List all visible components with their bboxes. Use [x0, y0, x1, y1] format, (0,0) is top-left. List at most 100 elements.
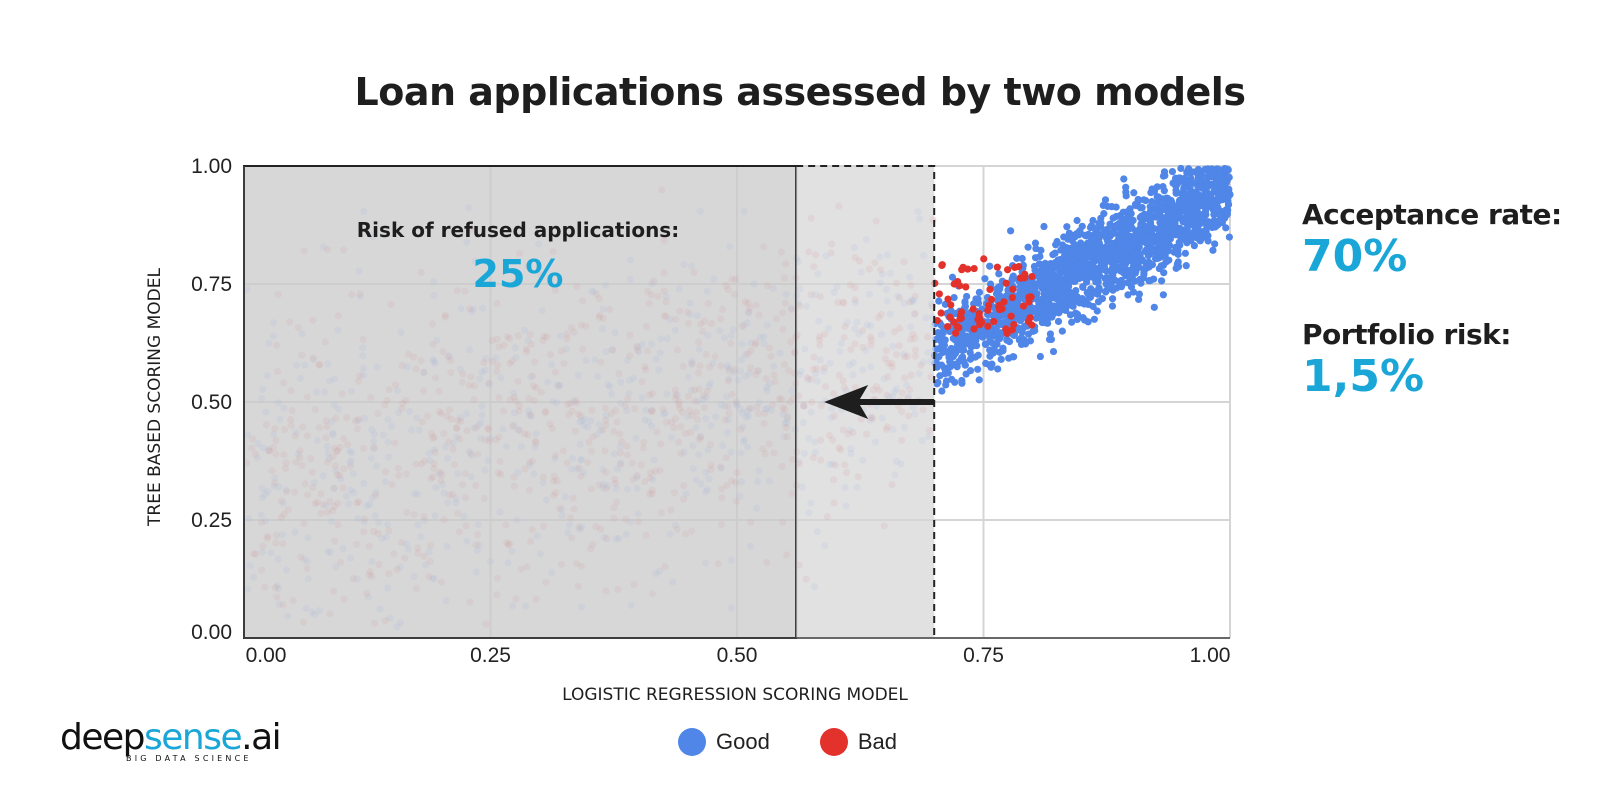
- point-good: [1205, 237, 1212, 244]
- point-good: [1046, 336, 1053, 343]
- point-good: [1118, 217, 1125, 224]
- y-tick-label: 0.00: [191, 621, 232, 644]
- point-good: [993, 290, 1000, 297]
- point-good: [1181, 174, 1188, 181]
- point-bad: [936, 290, 943, 297]
- point-good: [1059, 328, 1066, 335]
- point-good: [986, 336, 993, 343]
- point-good: [1145, 277, 1152, 284]
- point-good: [1164, 232, 1171, 239]
- point-good: [974, 295, 981, 302]
- point-good: [1079, 223, 1086, 230]
- point-good: [1084, 289, 1091, 296]
- point-good: [1018, 316, 1025, 323]
- point-good: [1195, 210, 1202, 217]
- point-good: [1032, 245, 1039, 252]
- point-good: [1072, 255, 1079, 262]
- point-good: [1139, 204, 1146, 211]
- point-good: [1057, 270, 1064, 277]
- point-good: [968, 333, 975, 340]
- point-good: [1037, 353, 1044, 360]
- point-good: [1049, 251, 1056, 258]
- point-bad: [970, 325, 977, 332]
- point-good: [1151, 304, 1158, 311]
- point-good: [962, 361, 969, 368]
- point-good: [1160, 291, 1167, 298]
- point-good: [1176, 213, 1183, 220]
- point-good: [1088, 251, 1095, 258]
- point-good: [1128, 224, 1135, 231]
- point-good: [1160, 269, 1167, 276]
- point-good: [1071, 275, 1078, 282]
- acceptance-rate-label: Acceptance rate:: [1302, 198, 1562, 231]
- point-good: [1109, 295, 1116, 302]
- point-good: [1073, 246, 1080, 253]
- point-good: [1013, 255, 1020, 262]
- point-good: [976, 289, 983, 296]
- point-good: [1050, 288, 1057, 295]
- point-good: [987, 364, 994, 371]
- point-good: [1136, 291, 1143, 298]
- point-good: [1222, 224, 1229, 231]
- point-good: [1207, 198, 1214, 205]
- point-bad: [996, 306, 1003, 313]
- point-good: [1092, 270, 1099, 277]
- point-good: [1196, 192, 1203, 199]
- x-tick-label: 0.50: [717, 644, 758, 667]
- point-good: [1068, 300, 1075, 307]
- point-bad: [1021, 271, 1028, 278]
- point-good: [1146, 239, 1153, 246]
- point-good: [1182, 205, 1189, 212]
- point-good: [1124, 257, 1131, 264]
- point-good: [1177, 165, 1184, 172]
- point-good: [1169, 180, 1176, 187]
- point-good: [1195, 166, 1202, 173]
- point-bad: [1008, 313, 1015, 320]
- point-good: [1173, 206, 1180, 213]
- point-bad: [1015, 263, 1022, 270]
- acceptance-rate-value: 70%: [1302, 231, 1562, 282]
- point-bad: [964, 265, 971, 272]
- point-good: [1110, 214, 1117, 221]
- point-good: [1099, 295, 1106, 302]
- point-good: [1082, 297, 1089, 304]
- point-good: [994, 365, 1001, 372]
- good-marker-icon: [678, 728, 706, 756]
- point-good: [1176, 227, 1183, 234]
- point-good: [1035, 304, 1042, 311]
- point-good: [1116, 235, 1123, 242]
- point-good: [1127, 267, 1134, 274]
- point-bad: [1025, 318, 1032, 325]
- point-good: [1195, 200, 1202, 207]
- point-good: [1055, 309, 1062, 316]
- point-good: [1052, 278, 1059, 285]
- point-good: [1216, 211, 1223, 218]
- point-bad: [984, 307, 991, 314]
- y-tick-label: 0.25: [191, 509, 232, 532]
- point-good: [1055, 318, 1062, 325]
- point-bad: [990, 318, 997, 325]
- refused-risk-label: Risk of refused applications:: [357, 218, 679, 242]
- point-good: [1155, 193, 1162, 200]
- point-good: [1074, 311, 1081, 318]
- point-good: [1172, 187, 1179, 194]
- point-good: [1209, 166, 1216, 173]
- point-good: [1194, 224, 1201, 231]
- point-good: [1051, 262, 1058, 269]
- point-bad: [962, 283, 969, 290]
- point-bad: [951, 280, 958, 287]
- point-good: [1101, 266, 1108, 273]
- point-good: [1109, 302, 1116, 309]
- point-good: [1088, 235, 1095, 242]
- point-good: [1161, 168, 1168, 175]
- point-good: [1209, 247, 1216, 254]
- point-bad: [947, 301, 954, 308]
- point-good: [1182, 237, 1189, 244]
- point-good: [966, 339, 973, 346]
- point-good: [1100, 202, 1107, 209]
- point-good: [1183, 262, 1190, 269]
- point-good: [1140, 196, 1147, 203]
- point-good: [1024, 244, 1031, 251]
- point-good: [1096, 286, 1103, 293]
- point-bad: [955, 324, 962, 331]
